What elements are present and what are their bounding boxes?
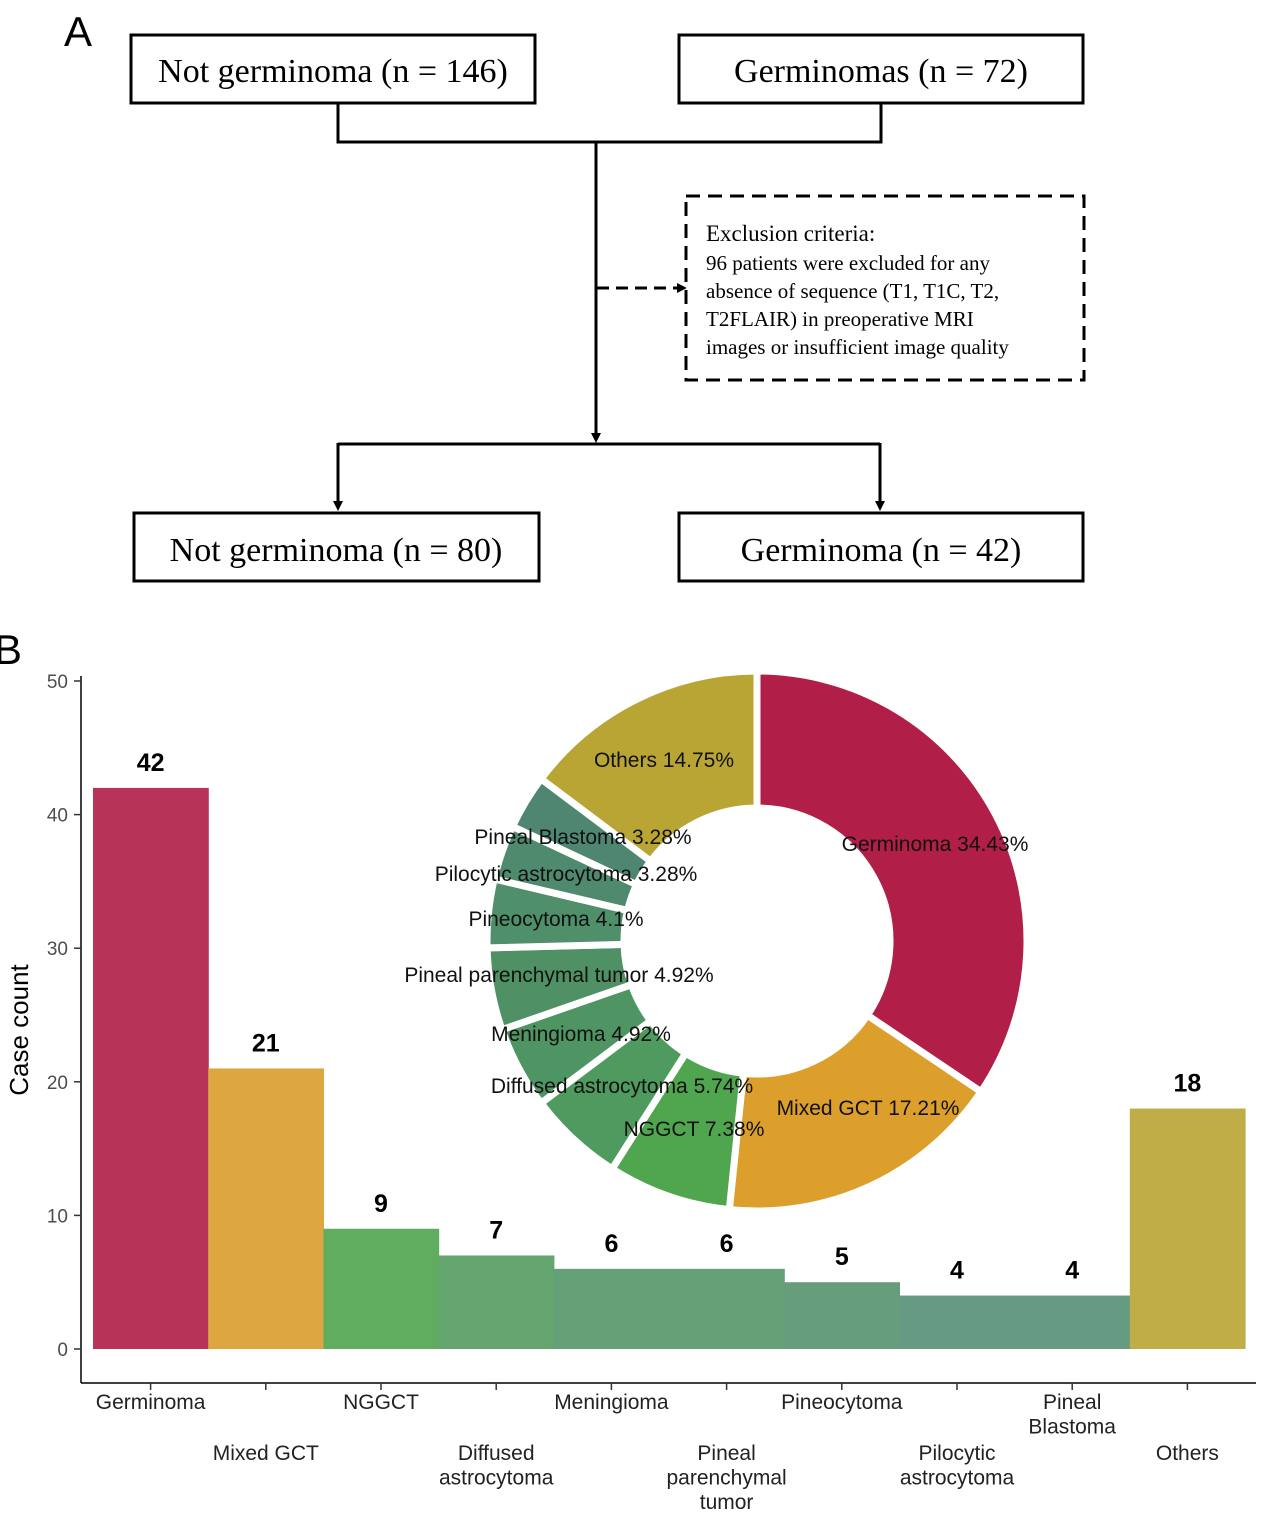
donut-slice-label: Germinoma 34.43%	[842, 833, 1029, 856]
x-tick-label: astrocytoma	[900, 1467, 1015, 1490]
exclusion-line: absence of sequence (T1, T1C, T2,	[706, 279, 999, 303]
y-tick-label: 50	[47, 672, 68, 693]
exclusion-line: images or insufficient image quality	[706, 335, 1009, 359]
donut-slice-label: Mixed GCT 17.21%	[777, 1097, 960, 1120]
panel-b: B Case count 0 10 20 30 40 50 42 Germinoma 21 Mix…	[0, 626, 1256, 1514]
donut-slice-label: Pineal parenchymal tumor 4.92%	[404, 964, 713, 987]
donut-slice-label: Diffused astrocytoma 5.74%	[491, 1075, 753, 1098]
y-tick-label: 30	[47, 939, 68, 960]
bar-value-label: 21	[252, 1029, 280, 1057]
bar	[438, 1255, 555, 1349]
bar	[553, 1268, 670, 1349]
exclusion-line: T2FLAIR) in preoperative MRI	[706, 307, 974, 331]
x-tick-label: astrocytoma	[439, 1467, 554, 1490]
donut-slice-label: NGGCT 7.38%	[624, 1118, 765, 1141]
y-tick-label: 40	[47, 806, 68, 827]
x-tick-label: tumor	[700, 1491, 754, 1514]
bar-value-label: 6	[720, 1230, 734, 1258]
x-tick-label: Mixed GCT	[213, 1442, 319, 1465]
exclusion-title: Exclusion criteria:	[706, 221, 875, 246]
top-right-box	[677, 33, 1085, 105]
donut-slice-label: Pilocytic astrocytoma 3.28%	[435, 863, 698, 886]
donut-slice-label: Pineocytoma 4.1%	[468, 908, 643, 931]
bar-value-label: 7	[489, 1216, 503, 1244]
bar-value-label: 6	[604, 1230, 618, 1258]
x-tick-label: Pineal	[697, 1442, 755, 1465]
x-tick-label: Pineal	[1043, 1391, 1101, 1414]
donut-slice	[536, 667, 761, 867]
x-tick-label: Others	[1156, 1442, 1219, 1465]
x-tick-label: Pilocytic	[918, 1442, 995, 1465]
exclusion-line: 96 patients were excluded for any	[706, 251, 990, 275]
bottom-left-box-text: Not germinoma (n = 80)	[170, 532, 503, 569]
bottom-right-box	[677, 511, 1085, 583]
panel-a-label: A	[64, 8, 92, 55]
donut-slice	[753, 667, 1031, 1097]
panel-a: A Not germinoma (n = 146) Germinomas (n …	[64, 8, 1086, 583]
donut-slice-label: Pineal Blastoma 3.28%	[474, 826, 691, 849]
bar	[208, 1068, 324, 1349]
donut-chart: Germinoma 34.43% Mixed GCT 17.21% NGGCT 7.…	[404, 667, 1031, 1215]
exclusion-box	[684, 194, 1086, 382]
bar-value-label: 5	[835, 1243, 849, 1271]
x-tick-label: Diffused	[458, 1442, 535, 1465]
top-left-box	[129, 33, 537, 105]
bar	[1014, 1295, 1131, 1349]
bar-value-label: 18	[1173, 1070, 1201, 1098]
bar	[784, 1282, 900, 1349]
top-right-box-text: Germinomas (n = 72)	[734, 53, 1028, 90]
y-tick-label: 10	[47, 1206, 68, 1227]
bar-value-label: 42	[137, 749, 165, 777]
y-tick-label: 0	[57, 1340, 68, 1361]
y-axis-label: Case count	[4, 963, 34, 1095]
donut-slice-label: Meningioma 4.92%	[491, 1023, 671, 1046]
x-tick-label: parenchymal	[666, 1467, 786, 1490]
x-tick-label: NGGCT	[343, 1391, 419, 1414]
merge-connector	[336, 103, 883, 144]
donut-slice-label: Others 14.75%	[594, 749, 734, 772]
bar-value-label: 4	[950, 1257, 964, 1285]
bar-value-label: 4	[1065, 1257, 1079, 1285]
bar	[899, 1295, 1016, 1349]
top-left-box-text: Not germinoma (n = 146)	[158, 53, 508, 90]
y-tick-label: 20	[47, 1073, 68, 1094]
x-tick-label: Germinoma	[96, 1391, 206, 1414]
bottom-right-box-text: Germinoma (n = 42)	[741, 532, 1022, 569]
bar-value-label: 9	[374, 1190, 388, 1218]
bottom-left-box	[132, 511, 541, 583]
bar	[93, 787, 209, 1349]
x-tick-label: Meningioma	[554, 1391, 669, 1414]
bar	[669, 1268, 785, 1349]
donut-slice	[725, 1010, 986, 1215]
x-tick-label: Blastoma	[1028, 1416, 1116, 1439]
bar-chart: 0 10 20 30 40 50 42 Germinoma 21 Mixed GCT 9 NGGCT 7…	[47, 672, 1256, 1514]
panel-b-label: B	[0, 626, 22, 673]
bar	[1129, 1108, 1246, 1349]
x-tick-label: Pineocytoma	[781, 1391, 903, 1414]
bar	[323, 1228, 440, 1349]
